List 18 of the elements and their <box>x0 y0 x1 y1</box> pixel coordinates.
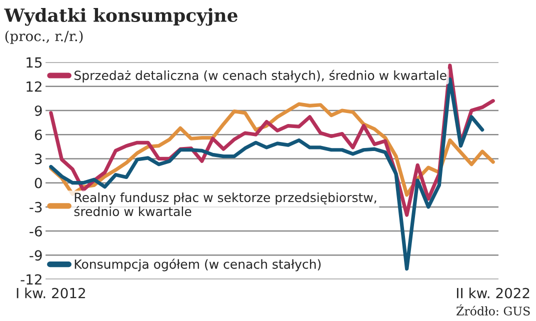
x-tick-label: II kw. 2022 <box>456 288 530 298</box>
y-tick-label: -9 <box>30 250 42 261</box>
x-tick-label: I kw. 2012 <box>16 288 85 298</box>
y-tick-label: 15 <box>26 57 42 68</box>
legend-label: Konsumpcja ogółem (w cenach stałych) <box>74 258 321 272</box>
y-tick-label: 0 <box>34 178 42 188</box>
legend-label: Sprzedaż detaliczna (w cenach stałych), średnio w kwartale <box>74 70 446 82</box>
y-tick-label: 6 <box>34 130 42 140</box>
y-tick-label: -6 <box>30 226 42 237</box>
y-tick-label: -3 <box>30 202 42 212</box>
legend-label: Realny fundusz płac w sektorze przedsiębiorstw, średnio w kwartale <box>74 192 376 216</box>
chart-subtitle: (proc., r./r.) <box>5 30 83 44</box>
chart-title: Wydatki konsumpcyjne <box>4 8 238 26</box>
y-tick-label: 3 <box>35 154 42 164</box>
y-tick-label: 9 <box>34 105 42 116</box>
y-tick-label: 12 <box>26 81 42 92</box>
text: Źródło: GUS <box>456 304 530 316</box>
y-tick-label: -12 <box>20 274 42 285</box>
